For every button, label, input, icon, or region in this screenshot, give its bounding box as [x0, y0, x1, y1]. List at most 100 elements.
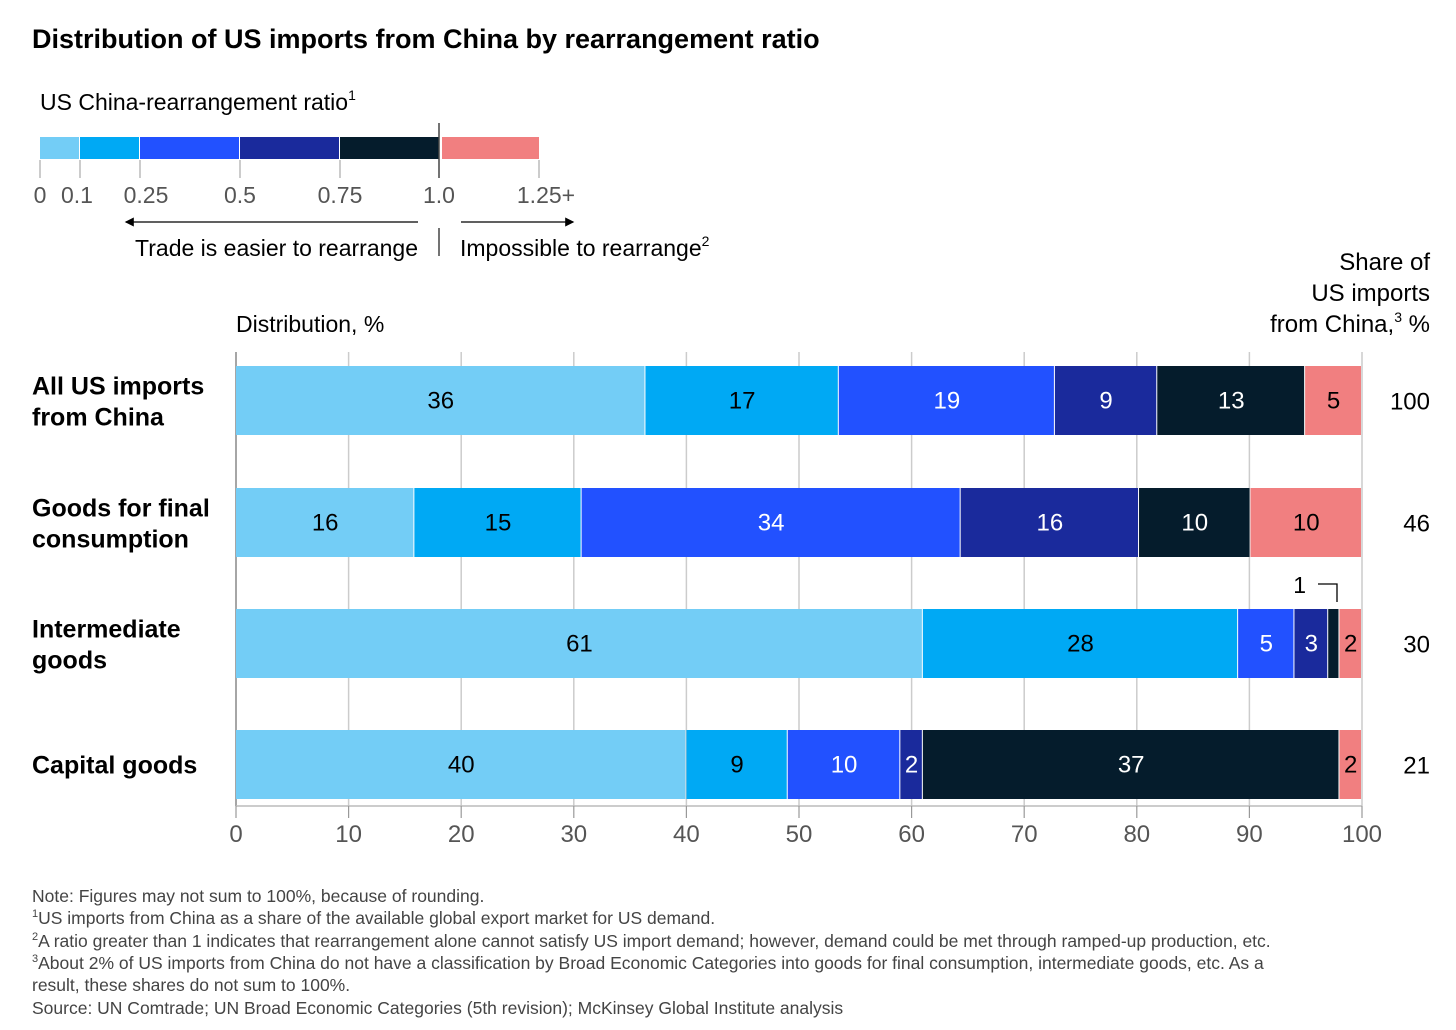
chart-title: Distribution of US imports from China by…	[32, 24, 820, 54]
row-labels: All US imports from China Goods for final c…	[32, 373, 210, 780]
x-tick-label: 20	[448, 821, 475, 848]
bar-segment	[645, 366, 838, 435]
share-value: 46	[1403, 511, 1430, 538]
x-tick-label: 60	[898, 821, 925, 848]
legend-left-note: Trade is easier to rearrange	[135, 235, 418, 261]
footnote-line: Source: UN Comtrade; UN Broad Economic C…	[32, 998, 843, 1018]
segment-label: 3	[1305, 631, 1318, 658]
segment-label: 5	[1327, 388, 1340, 415]
legend-tick-label: 0.5	[224, 182, 256, 208]
footnote-line: 2A ratio greater than 1 indicates that r…	[32, 931, 1271, 951]
segment-label: 19	[934, 388, 961, 415]
x-tick-label: 90	[1236, 821, 1263, 848]
legend-swatch	[140, 137, 239, 159]
bar-segment	[838, 366, 1054, 435]
bar-segment	[1157, 366, 1305, 435]
x-axis: 0 10 20 30 40 50 60 70 80 90 100	[229, 805, 1382, 848]
footnotes: Note: Figures may not sum to 100%, becau…	[32, 886, 1271, 1018]
row-label: Intermediate	[32, 616, 181, 644]
bar-segment	[1339, 609, 1361, 678]
bar-segment	[900, 730, 922, 799]
segment-label: 40	[448, 752, 475, 779]
bar-segment	[922, 730, 1339, 799]
x-tick-label: 100	[1342, 821, 1382, 848]
footnote-line: result, these shares do not sum to 100%.	[32, 975, 350, 995]
bar-segment	[1238, 609, 1294, 678]
segment-label: 10	[831, 752, 858, 779]
callout-label: 1	[1293, 572, 1306, 598]
bar-segment	[236, 609, 922, 678]
x-tick-label: 0	[229, 821, 242, 848]
x-tick-label: 80	[1123, 821, 1150, 848]
bar-segment	[581, 488, 960, 557]
bar-segment	[787, 730, 900, 799]
legend-tick-label: 0	[34, 182, 47, 208]
bar-segment	[1328, 609, 1339, 678]
bar-segment	[1294, 609, 1328, 678]
bar-segment	[236, 488, 414, 557]
row-label: All US imports	[32, 373, 204, 401]
bar-segment	[236, 730, 686, 799]
share-header: Share of US imports from China,3 %	[1270, 249, 1430, 338]
segment-label: 9	[1099, 388, 1112, 415]
footnote-line: Note: Figures may not sum to 100%, becau…	[32, 886, 484, 906]
legend: US China-rearrangement ratio1 0 0.1 0.25 0.…	[34, 87, 710, 261]
segment-label: 10	[1293, 510, 1320, 537]
bar-segment	[1054, 366, 1157, 435]
legend-swatch	[240, 137, 339, 159]
x-tick-label: 70	[1011, 821, 1038, 848]
legend-swatch	[40, 137, 79, 159]
distribution-label: Distribution, %	[236, 311, 384, 337]
x-tick-label: 40	[673, 821, 700, 848]
segment-label: 61	[566, 631, 593, 658]
share-header-line3: from China,3 %	[1270, 309, 1430, 338]
segment-label: 2	[1344, 631, 1357, 658]
share-value: 21	[1403, 753, 1430, 780]
legend-swatch	[80, 137, 139, 159]
legend-ticks: 0 0.1 0.25 0.5 0.75 1.0 1.25+	[34, 160, 575, 208]
segment-label: 36	[427, 388, 454, 415]
bar-segment	[236, 366, 645, 435]
bar-segment	[686, 730, 787, 799]
segment-label: 28	[1067, 631, 1094, 658]
share-values: 100 46 30 21	[1390, 389, 1430, 780]
footnote-line: 3About 2% of US imports from China do no…	[32, 953, 1264, 973]
callout-leader	[1318, 583, 1338, 602]
row-label: Goods for final	[32, 495, 210, 523]
share-header-line2: US imports	[1311, 280, 1430, 307]
segment-label: 13	[1218, 388, 1245, 415]
bar-segment	[1339, 730, 1361, 799]
legend-tick-label: 0.1	[61, 182, 93, 208]
small-segment-callout: 1	[1293, 572, 1338, 602]
footnote-line: 1US imports from China as a share of the…	[32, 908, 715, 928]
legend-swatch	[442, 137, 539, 159]
share-value: 30	[1403, 632, 1430, 659]
segment-label: 16	[312, 510, 339, 537]
segment-label: 10	[1181, 510, 1208, 537]
x-tick-label: 10	[335, 821, 362, 848]
row-label: Capital goods	[32, 752, 197, 780]
row-label: consumption	[32, 526, 189, 554]
segment-label: 34	[758, 510, 785, 537]
share-value: 100	[1390, 389, 1430, 416]
legend-title: US China-rearrangement ratio1	[40, 87, 356, 115]
row-label: from China	[32, 404, 165, 432]
legend-tick-label: 0.75	[318, 182, 363, 208]
legend-swatches	[40, 137, 539, 159]
share-header-line1: Share of	[1339, 249, 1430, 276]
segment-label: 9	[730, 752, 743, 779]
bar-segment	[414, 488, 581, 557]
segment-label: 2	[1344, 752, 1357, 779]
x-tick-label: 30	[560, 821, 587, 848]
bar-segment	[1250, 488, 1361, 557]
x-tick-label: 50	[786, 821, 813, 848]
legend-tick-label: 1.25+	[517, 182, 575, 208]
row-label: goods	[32, 647, 107, 675]
bar-segment	[922, 609, 1238, 678]
segment-label: 16	[1036, 510, 1063, 537]
segment-label: 37	[1118, 752, 1145, 779]
segment-label: 5	[1260, 631, 1273, 658]
legend-swatch	[340, 137, 439, 159]
